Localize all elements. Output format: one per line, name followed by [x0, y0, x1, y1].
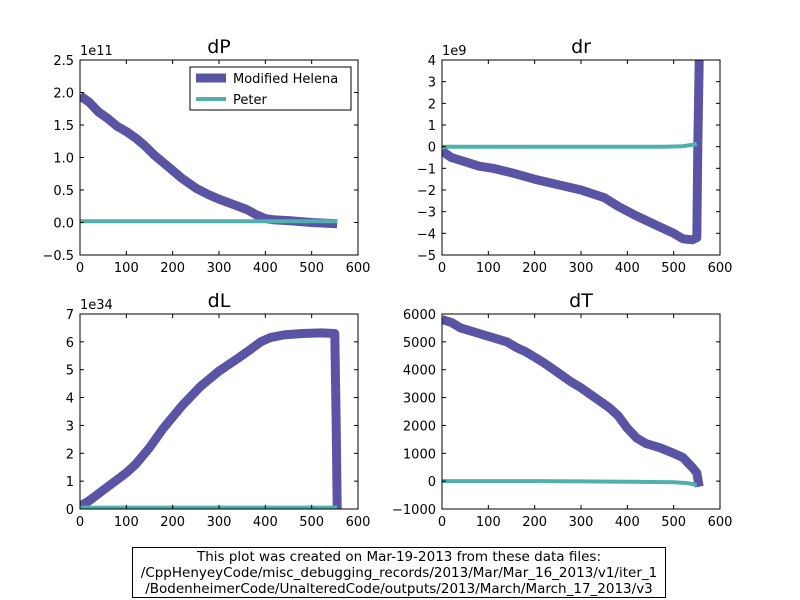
- y-tick-label: −1: [417, 162, 436, 177]
- y-tick-label: −0.5: [42, 249, 74, 264]
- x-tick-label: 0: [438, 261, 446, 276]
- data-source-note: This plot was created on Mar-19-2013 fro…: [132, 547, 666, 598]
- y-tick-label: −4: [417, 227, 436, 242]
- subplot-dr: 0 100 200 300 400 500 600 −5 −4 −3 −2 −1 0 1 2 3 4 dr 1e9: [417, 36, 733, 276]
- y-tick-label: 3: [428, 76, 436, 91]
- x-tick-label: 0: [76, 261, 84, 276]
- x-tick-label: 100: [476, 261, 501, 276]
- series-line-modified-helena: [80, 328, 342, 509]
- x-tick-label: 300: [207, 515, 232, 530]
- series-line-modified-helena: [80, 92, 338, 229]
- legend-label: Modified Helena: [233, 72, 338, 87]
- x-tick-label: 500: [661, 261, 686, 276]
- x-tick-label: 0: [76, 515, 84, 530]
- subplot-title: dL: [208, 290, 231, 312]
- y-tick-label: 0.5: [53, 184, 74, 199]
- y-tick-label: 1000: [403, 447, 436, 462]
- x-tick-label: 600: [346, 261, 371, 276]
- subplot-dP: 0 100 200 300 400 500 600 −0.5 0.0 0.5 1.0 1.5 2.0 2.…: [42, 36, 370, 276]
- y-tick-label: −5: [417, 249, 436, 264]
- y-tick-label: 0: [66, 503, 74, 518]
- x-tick-label: 500: [299, 515, 324, 530]
- y-tick-label: −3: [417, 206, 436, 221]
- subplot-dL: 0 100 200 300 400 500 600 0 1 2 3 4 5 6 7 dL 1e34: [66, 290, 371, 530]
- series-line-modified-helena: [442, 315, 704, 488]
- y-tick-label: 0.0: [53, 217, 74, 232]
- x-tick-label: 200: [522, 261, 547, 276]
- x-tick-label: 600: [708, 261, 733, 276]
- x-tick-label: 100: [476, 515, 501, 530]
- y-tick-label: 1: [428, 119, 436, 134]
- y-tick-label: 2: [66, 447, 74, 462]
- x-tick-label: 300: [207, 261, 232, 276]
- x-tick-label: 300: [569, 261, 594, 276]
- subplot-title: dT: [569, 290, 593, 312]
- series-line-peter: [442, 479, 698, 487]
- x-tick-label: 100: [114, 515, 139, 530]
- x-tick-label: 400: [253, 261, 278, 276]
- y-tick-label: 2000: [403, 419, 436, 434]
- y-tick-label: 0: [428, 475, 436, 490]
- y-tick-label: 2: [428, 97, 436, 112]
- y-tick-label: 2.0: [53, 87, 74, 102]
- y-tick-label: 6000: [403, 308, 436, 323]
- y-tick-label: 6: [66, 336, 74, 351]
- y-tick-label: 4: [428, 54, 436, 69]
- y-tick-label: 1.0: [53, 152, 74, 167]
- x-tick-label: 200: [160, 261, 185, 276]
- x-tick-label: 300: [569, 515, 594, 530]
- axis-offset-label: 1e9: [442, 44, 467, 59]
- y-tick-label: 4000: [403, 364, 436, 379]
- y-tick-label: −2: [417, 184, 436, 199]
- y-tick-label: 3: [66, 419, 74, 434]
- legend: Modified Helena Peter: [189, 66, 352, 111]
- y-tick-label: 5000: [403, 336, 436, 351]
- axis-offset-label: 1e11: [80, 44, 113, 59]
- legend-label: Peter: [233, 93, 267, 108]
- y-tick-label: 4: [66, 392, 74, 407]
- y-tick-label: 5: [66, 364, 74, 379]
- y-tick-label: 0: [428, 141, 436, 156]
- x-tick-label: 200: [160, 515, 185, 530]
- x-tick-label: 500: [661, 515, 686, 530]
- x-tick-label: 500: [299, 261, 324, 276]
- subplot-title: dP: [207, 36, 231, 58]
- y-tick-label: 2.5: [53, 54, 74, 69]
- x-tick-label: 400: [615, 261, 640, 276]
- series-line-peter: [442, 141, 698, 149]
- x-tick-label: 400: [253, 515, 278, 530]
- x-tick-label: 400: [615, 515, 640, 530]
- subplot-title: dr: [571, 36, 591, 58]
- y-tick-label: 1.5: [53, 119, 74, 134]
- note-line-1: This plot was created on Mar-19-2013 fro…: [196, 549, 601, 565]
- x-tick-label: 100: [114, 261, 139, 276]
- y-tick-label: 7: [66, 308, 74, 323]
- axis-offset-label: 1e34: [80, 298, 113, 313]
- note-line-3: /BodenheimerCode/UnalteredCode/outputs/2…: [145, 581, 653, 597]
- plot-frame: [441, 59, 721, 256]
- y-tick-label: 3000: [403, 392, 436, 407]
- note-line-2: /CppHenyeyCode/misc_debugging_records/20…: [140, 565, 658, 581]
- y-tick-label: −1000: [392, 503, 436, 518]
- subplot-dT: 0 100 200 300 400 500 600−10000100020003000400…: [392, 290, 732, 530]
- x-tick-label: 600: [346, 515, 371, 530]
- series-line-modified-helena: [442, 60, 704, 245]
- x-tick-label: 0: [438, 515, 446, 530]
- x-tick-label: 200: [522, 515, 547, 530]
- y-tick-label: 1: [66, 475, 74, 490]
- x-tick-label: 600: [708, 515, 733, 530]
